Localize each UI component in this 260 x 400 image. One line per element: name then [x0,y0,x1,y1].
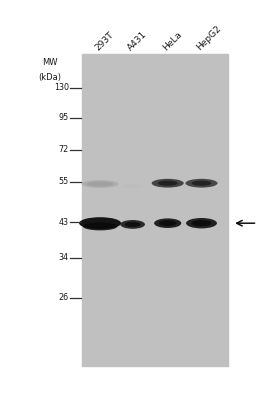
Ellipse shape [185,179,218,188]
Ellipse shape [125,222,141,227]
Text: A431: A431 [126,29,149,52]
Ellipse shape [152,179,184,188]
Bar [82,54,228,366]
Text: TBP: TBP [259,218,260,228]
Ellipse shape [158,181,178,186]
Ellipse shape [192,220,211,226]
Ellipse shape [120,220,145,229]
Text: HepG2: HepG2 [195,24,223,52]
Ellipse shape [159,220,176,226]
Ellipse shape [79,217,121,229]
Ellipse shape [87,182,114,186]
Ellipse shape [192,181,211,186]
Ellipse shape [83,222,118,230]
Text: MW: MW [42,58,57,67]
Text: 293T: 293T [94,30,116,52]
Text: 43: 43 [59,218,69,226]
Ellipse shape [82,180,119,188]
Ellipse shape [186,218,217,228]
Text: 34: 34 [59,254,69,262]
Text: 26: 26 [59,294,69,302]
Ellipse shape [121,184,144,188]
Ellipse shape [154,218,181,228]
Text: 95: 95 [59,114,69,122]
Text: 130: 130 [54,84,69,92]
Text: (kDa): (kDa) [38,73,61,82]
Text: 55: 55 [59,178,69,186]
Text: 72: 72 [59,146,69,154]
Text: HeLa: HeLa [161,30,184,52]
